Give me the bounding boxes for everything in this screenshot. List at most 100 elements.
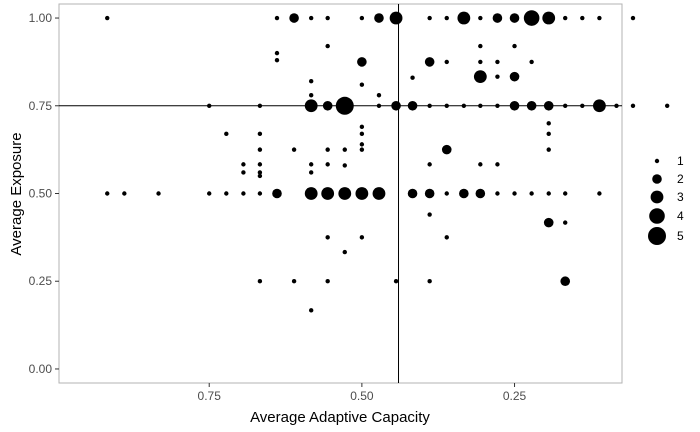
data-point <box>308 162 314 167</box>
data-point <box>325 43 330 49</box>
data-point <box>257 131 263 137</box>
legend-label: 2 <box>677 172 684 186</box>
data-point <box>427 212 432 217</box>
data-point <box>325 235 330 240</box>
data-point <box>444 235 449 240</box>
data-point <box>257 279 263 284</box>
data-point <box>274 50 280 56</box>
data-point <box>257 170 263 175</box>
data-point <box>495 191 500 196</box>
x-axis-title: Average Adaptive Capacity <box>250 409 430 426</box>
data-point <box>580 15 585 21</box>
data-point <box>359 15 365 21</box>
data-point <box>325 15 330 21</box>
data-point <box>546 147 551 152</box>
data-point <box>342 147 347 152</box>
reference-lines <box>59 4 622 383</box>
data-point <box>325 147 330 152</box>
data-point <box>359 235 365 240</box>
legend-label: 3 <box>677 190 684 204</box>
data-point <box>321 187 335 200</box>
x-tick-label: 0.75 <box>198 389 222 403</box>
data-point <box>424 188 435 199</box>
data-point <box>122 191 127 196</box>
data-point <box>224 191 229 196</box>
legend-key-size-3 <box>650 190 664 204</box>
y-tick-label: 0.00 <box>29 362 53 376</box>
data-point <box>342 249 347 255</box>
data-point <box>308 308 314 313</box>
data-point <box>359 124 365 130</box>
data-point <box>543 217 554 228</box>
data-point <box>492 13 503 23</box>
legend-label: 4 <box>677 209 684 223</box>
data-point <box>359 82 365 87</box>
data-point <box>630 15 636 21</box>
data-point <box>459 188 469 199</box>
x-axis: 0.75 0.50 0.25 <box>198 383 527 403</box>
data-point <box>359 147 365 152</box>
data-point <box>410 75 415 80</box>
y-tick-label: 1.00 <box>29 11 53 25</box>
data-point <box>495 162 500 167</box>
data-point <box>325 279 330 284</box>
data-point <box>509 71 520 82</box>
data-point <box>291 147 297 152</box>
data-point <box>441 144 452 155</box>
data-point <box>563 220 568 225</box>
data-point <box>257 147 263 152</box>
data-point <box>338 187 352 200</box>
data-point <box>478 59 483 65</box>
data-points <box>105 10 670 313</box>
data-point <box>630 103 636 108</box>
data-point <box>523 10 540 26</box>
data-point <box>495 74 500 79</box>
data-point <box>529 191 534 196</box>
data-point <box>105 191 110 196</box>
x-tick-label: 0.25 <box>503 389 527 403</box>
data-point <box>424 57 435 67</box>
data-point <box>291 279 297 284</box>
data-point <box>374 13 384 23</box>
data-point <box>156 191 161 196</box>
data-point <box>427 279 432 284</box>
data-point <box>546 131 551 137</box>
data-point <box>597 191 602 196</box>
data-point <box>359 142 365 147</box>
data-point <box>563 15 568 21</box>
legend-label: 1 <box>677 154 684 168</box>
y-axis-title: Average Exposure <box>8 132 25 255</box>
data-point <box>427 162 432 167</box>
x-tick-label: 0.50 <box>350 389 374 403</box>
data-point <box>478 162 483 167</box>
data-point <box>355 187 369 200</box>
data-point <box>241 191 246 196</box>
data-point <box>444 59 449 65</box>
data-point <box>475 188 486 199</box>
data-point <box>241 162 246 167</box>
data-point <box>308 93 314 98</box>
legend-key-size-1 <box>654 158 660 164</box>
data-point <box>407 188 418 199</box>
data-point <box>241 170 246 175</box>
data-point <box>393 279 399 284</box>
data-point <box>478 15 483 21</box>
data-point <box>529 59 534 65</box>
data-point <box>473 70 487 84</box>
data-point <box>512 191 517 196</box>
legend-label: 5 <box>677 229 684 243</box>
data-point <box>207 191 212 196</box>
data-point <box>257 173 263 179</box>
data-point <box>257 162 263 167</box>
data-point <box>304 187 318 200</box>
data-point <box>560 276 571 287</box>
size-legend: 1 2 3 4 5 <box>648 154 684 245</box>
data-point <box>444 15 449 21</box>
legend-key-size-2 <box>652 174 662 184</box>
data-point <box>372 187 386 200</box>
y-tick-label: 0.25 <box>29 274 53 288</box>
data-point <box>444 191 449 196</box>
data-point <box>563 191 568 196</box>
y-tick-label: 0.50 <box>29 187 53 201</box>
